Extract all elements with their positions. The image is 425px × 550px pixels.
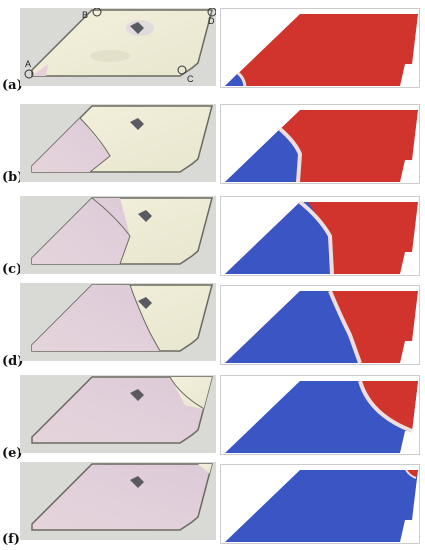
marker-c-circle [177,65,187,75]
marker-a-label: A [25,59,31,69]
panel-label-d: (d) [2,354,24,369]
simulation-map-f [220,464,420,544]
marker-b-circle [92,8,102,17]
optical-image-e [20,375,216,453]
marker-c-label: C [187,74,194,84]
simulation-map-c [220,196,420,276]
simulation-map-a [220,8,420,88]
panel-label-a: (a) [2,78,23,93]
panel-label-c: (c) [2,262,23,277]
optical-image-f [20,462,216,540]
panel-label-b: (b) [2,170,24,185]
simulation-map-e [220,375,420,455]
simulation-map-d [220,285,420,365]
optical-image-a: A B C D [20,8,216,86]
marker-d-label: D [208,16,215,26]
optical-image-d [20,283,216,361]
marker-a-circle [24,69,34,79]
optical-image-c [20,196,216,274]
optical-image-b [20,104,216,182]
simulation-map-b [220,104,420,184]
panel-label-f: (f) [2,532,20,547]
marker-b-label: B [82,10,88,20]
panel-label-e: (e) [2,446,23,461]
marker-d-circle [207,8,216,17]
